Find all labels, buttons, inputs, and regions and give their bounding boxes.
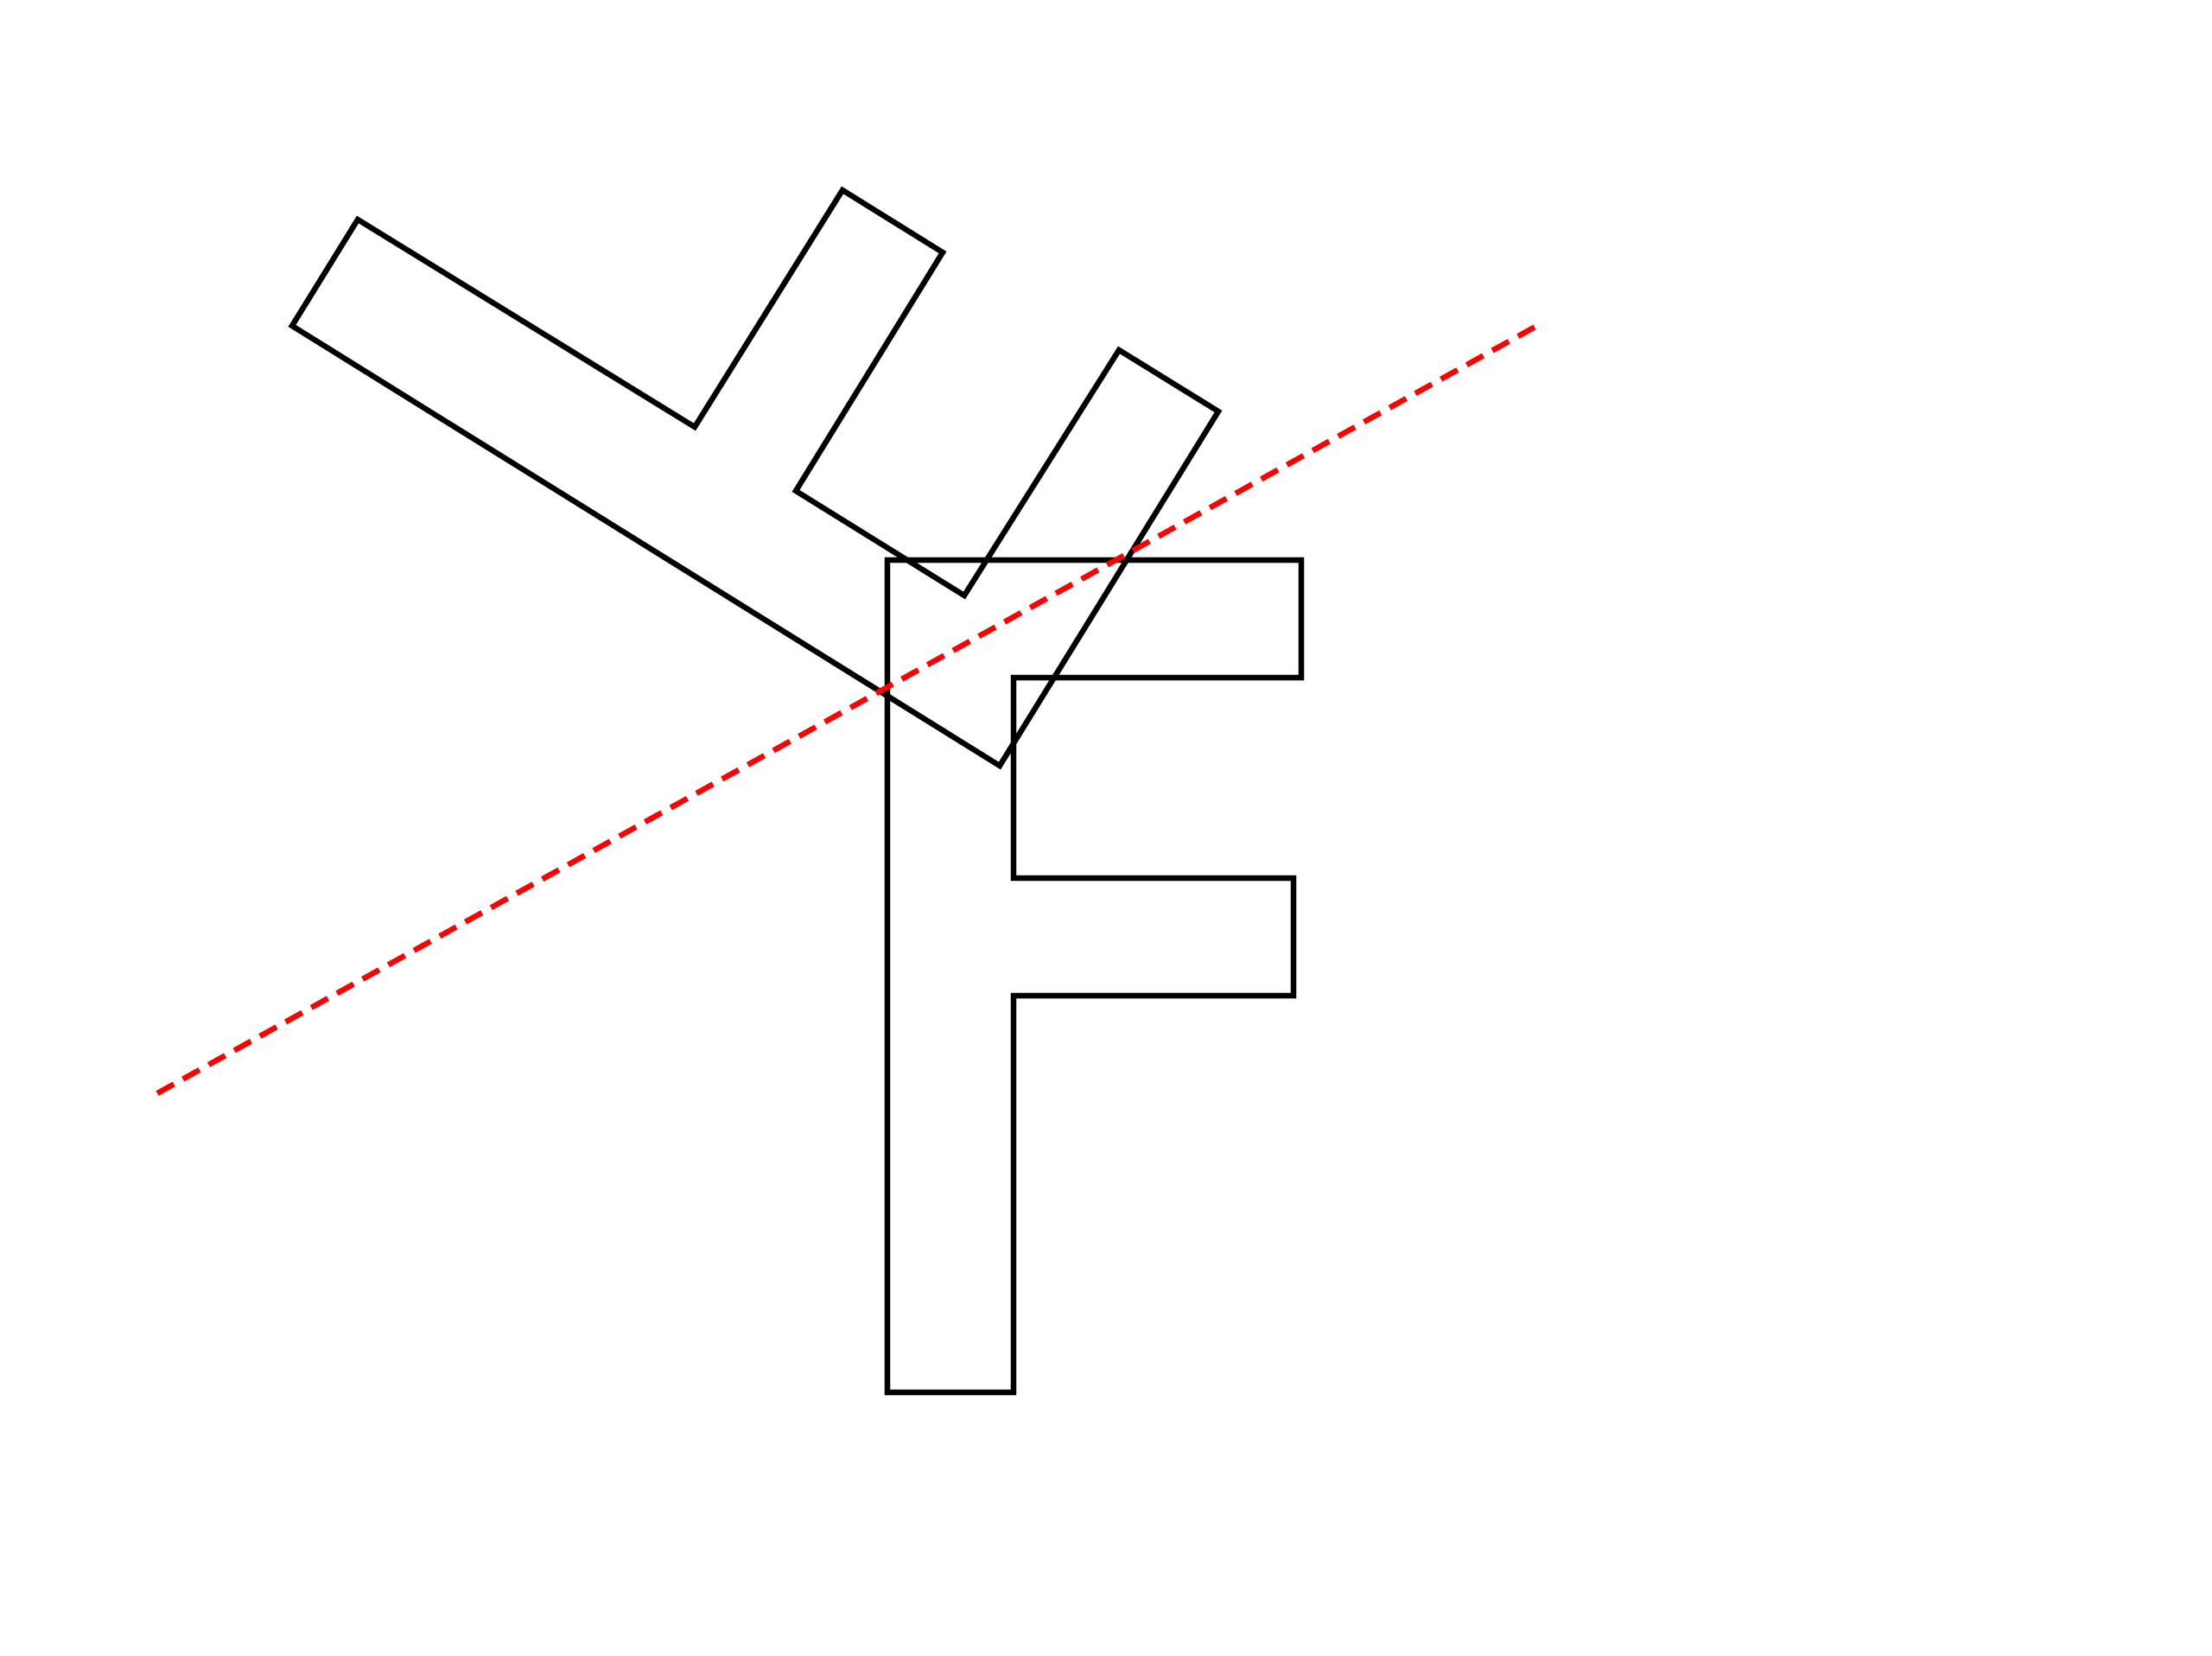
rotated-f-outline [288,186,1223,770]
upright-f-outline [884,557,1305,1396]
